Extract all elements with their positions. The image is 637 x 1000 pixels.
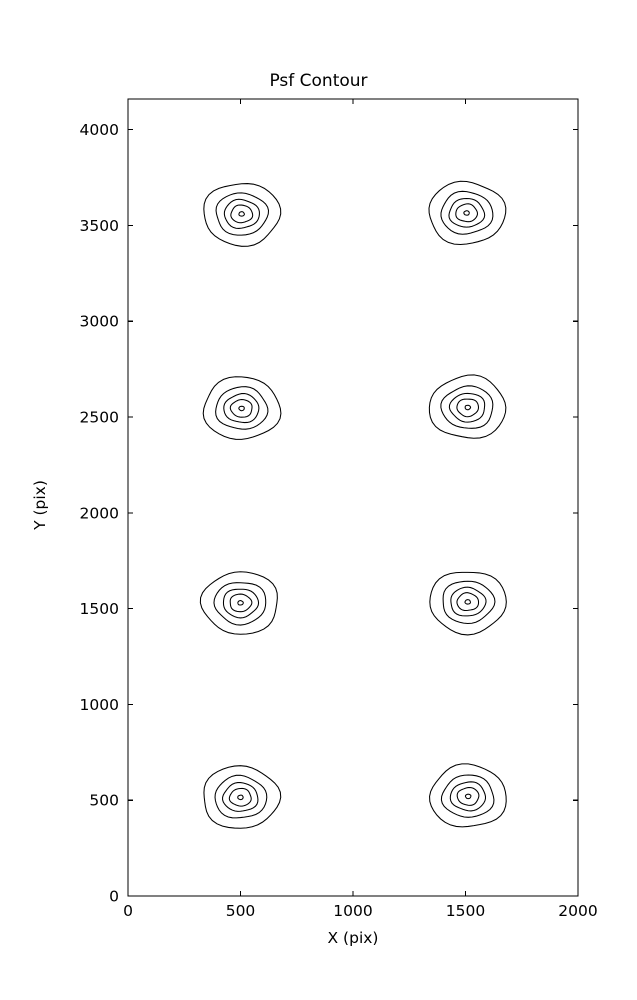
contour-source <box>199 571 278 635</box>
contour-ring <box>450 586 487 617</box>
contour-source <box>428 374 507 439</box>
contour-ring <box>214 774 268 819</box>
y-tick-label: 2500 <box>80 409 119 427</box>
x-tick-label: 1500 <box>446 902 485 920</box>
contour-ring <box>202 376 282 440</box>
contour-ring <box>229 593 253 613</box>
contour-ring <box>464 404 472 411</box>
contour-ring <box>440 385 494 429</box>
contour-ring <box>229 398 253 418</box>
contour-ring <box>228 787 252 807</box>
contour-ring <box>429 763 507 828</box>
contour-ring <box>213 582 267 626</box>
contour-ring <box>456 398 480 418</box>
y-tick-label: 500 <box>89 792 119 810</box>
y-axis-label: Y (pix) <box>31 480 49 531</box>
contour-ring <box>448 392 486 423</box>
y-tick-label: 3500 <box>80 217 119 235</box>
x-tick-label: 1000 <box>333 902 372 920</box>
contour-ring <box>203 183 282 247</box>
contour-ring <box>238 211 245 217</box>
contour-ring <box>440 774 495 818</box>
y-tick-label: 2000 <box>80 504 119 522</box>
x-axis-label: X (pix) <box>328 929 379 947</box>
contour-ring <box>448 197 486 228</box>
contour-ring <box>428 374 507 439</box>
axes-frame <box>127 98 579 897</box>
y-tick-label: 0 <box>109 888 119 906</box>
axis-ticks <box>127 99 579 897</box>
contour-ring <box>203 765 282 829</box>
contour-source <box>429 571 507 636</box>
contour-ring <box>463 210 470 216</box>
contour-ring <box>428 180 507 246</box>
contour-ring <box>455 203 478 223</box>
plot-area-border <box>127 98 579 897</box>
contour-ring <box>237 600 244 606</box>
contour-ring <box>223 392 260 424</box>
contour-ring <box>429 571 507 636</box>
contour-ring <box>456 592 480 612</box>
contour-ring <box>215 386 269 430</box>
contour-ring <box>230 204 254 224</box>
contour-ring <box>440 190 494 235</box>
contour-ring <box>449 781 487 812</box>
contour-source <box>203 183 282 247</box>
contour-ring <box>442 580 496 625</box>
contour-source <box>202 376 282 440</box>
page-title: Psf Contour <box>269 71 367 91</box>
contour-ring <box>464 599 471 605</box>
contour-ring <box>199 571 278 635</box>
contour-source <box>203 765 282 829</box>
contour-sources <box>199 180 507 829</box>
contour-source <box>429 763 507 828</box>
x-tick-label: 500 <box>226 902 256 920</box>
contour-ring <box>215 192 270 236</box>
x-tick-label: 0 <box>123 902 133 920</box>
contour-ring <box>223 198 260 229</box>
y-tick-label: 1000 <box>80 696 119 714</box>
axis-tick-labels: 0 500 1000 1500 2000 0 500 1000 1500 2000 2500 3000… <box>80 121 598 920</box>
contour-ring <box>464 793 472 800</box>
y-tick-label: 4000 <box>80 121 119 139</box>
contour-ring <box>222 588 260 619</box>
y-tick-label: 1500 <box>80 600 119 618</box>
contour-ring <box>222 782 259 812</box>
contour-ring <box>237 794 244 801</box>
contour-ring <box>456 786 480 806</box>
contour-ring <box>238 405 245 412</box>
y-tick-label: 3000 <box>80 313 119 331</box>
contour-source <box>428 180 507 246</box>
x-tick-label: 2000 <box>558 902 597 920</box>
